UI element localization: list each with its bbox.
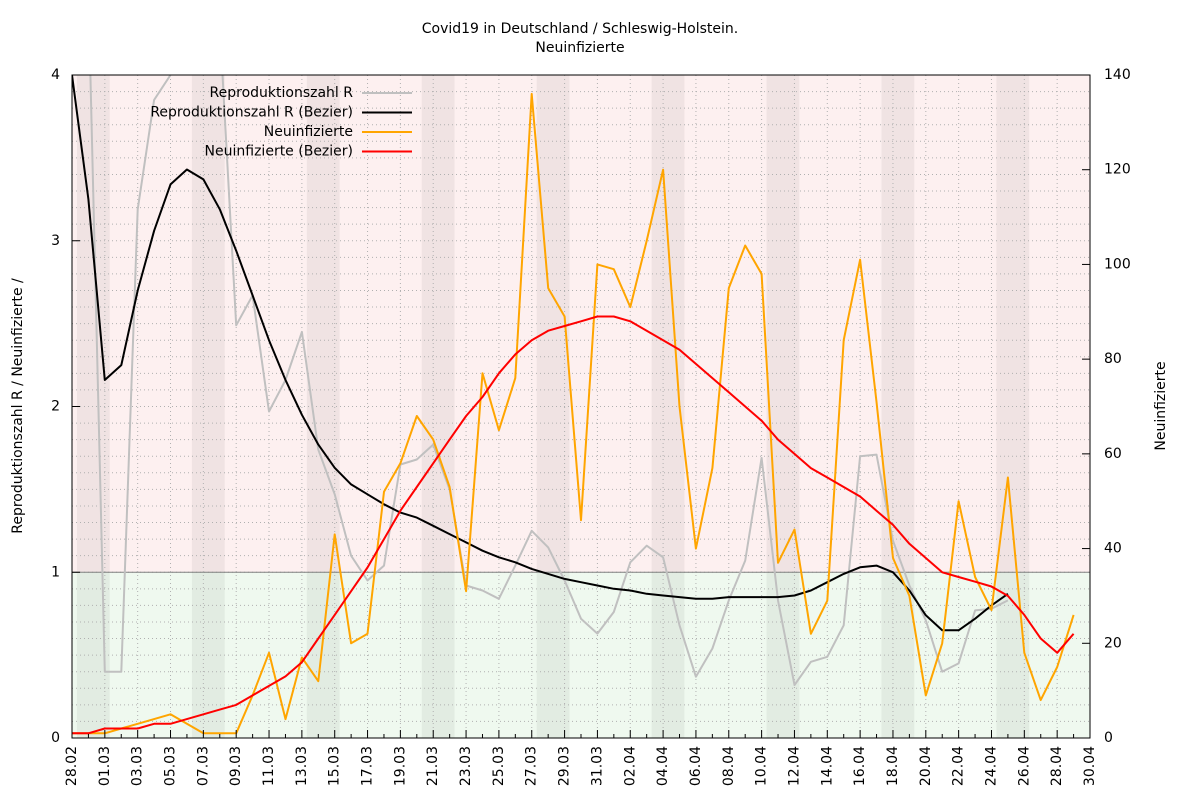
y2-axis-label: Neuinfizierte: [1153, 361, 1169, 450]
y-tick-label: 2: [51, 399, 60, 415]
x-tick-label: 18.04: [885, 746, 901, 786]
x-tick-label: 10.04: [754, 746, 770, 786]
x-tick-label: 11.03: [261, 746, 277, 786]
y2-tick-label: 120: [1104, 162, 1131, 178]
x-tick-label: 06.04: [688, 746, 704, 786]
series-line: [89, 75, 1009, 686]
weekend-band: [421, 75, 455, 738]
x-tick-label: 29.03: [557, 746, 573, 786]
x-tick-label: 07.03: [195, 746, 211, 786]
legend-label: Reproduktionszahl R: [210, 85, 354, 101]
x-tick-label: 20.04: [918, 746, 934, 786]
x-tick-label: 02.04: [622, 746, 638, 786]
y2-tick-label: 60: [1104, 446, 1122, 462]
legend-label: Neuinfizierte (Bezier): [205, 144, 353, 160]
chart-subtitle: Neuinfizierte: [535, 40, 624, 56]
legend-label: Neuinfizierte: [264, 124, 353, 140]
x-tick-label: 16.04: [852, 746, 868, 786]
x-tick-label: 04.04: [655, 746, 671, 786]
series-layer: [72, 75, 1075, 735]
legend: Reproduktionszahl R Reproduktionszahl R (…: [150, 85, 412, 160]
x-tick-label: 01.03: [97, 746, 113, 786]
y-tick-label: 4: [51, 67, 60, 83]
x-tick-label: 26.04: [1016, 746, 1032, 786]
x-tick-label: 15.03: [327, 746, 343, 786]
series-line: [72, 315, 1075, 735]
x-tick-label: 13.03: [294, 746, 310, 786]
x-tick-label: 28.02: [64, 746, 80, 786]
x-tick-label: 09.03: [228, 746, 244, 786]
x-tick-label: 23.03: [458, 746, 474, 786]
x-tick-label: 30.04: [1082, 746, 1098, 786]
y2-tick-label: 40: [1104, 541, 1122, 557]
weekend-band: [881, 75, 915, 738]
x-tick-label: 25.03: [491, 746, 507, 786]
x-tick-label: 05.03: [163, 746, 179, 786]
weekend-band: [766, 75, 800, 738]
y2-tick-label: 80: [1104, 351, 1122, 367]
x-tick-label: 12.04: [786, 746, 802, 786]
legend-label: Reproduktionszahl R (Bezier): [150, 105, 353, 121]
x-tick-label: 27.03: [524, 746, 540, 786]
y2-tick-label: 140: [1104, 67, 1131, 83]
x-tick-label: 14.04: [819, 746, 835, 786]
series-line: [72, 75, 1009, 632]
x-tick-label: 03.03: [130, 746, 146, 786]
y2-tick-label: 0: [1104, 730, 1113, 746]
y2-tick-label: 20: [1104, 635, 1122, 651]
y-tick-label: 3: [51, 233, 60, 249]
x-tick-label: 24.04: [983, 746, 999, 786]
x-tick-label: 17.03: [360, 746, 376, 786]
y-tick-label: 1: [51, 564, 60, 580]
y-tick-label: 0: [51, 730, 60, 746]
y2-tick-label: 100: [1104, 256, 1131, 272]
series-line: [72, 92, 1075, 735]
x-tick-label: 08.04: [721, 746, 737, 786]
x-tick-label: 28.04: [1049, 746, 1065, 786]
x-tick-label: 19.03: [392, 746, 408, 786]
x-tick-label: 31.03: [589, 746, 605, 786]
x-tick-label: 21.03: [425, 746, 441, 786]
chart-title: Covid19 in Deutschland / Schleswig-Holst…: [422, 21, 738, 37]
x-tick-label: 22.04: [951, 746, 967, 786]
y-axis-label: Reproduktionszahl R / Neuinfizierte /: [10, 278, 26, 534]
